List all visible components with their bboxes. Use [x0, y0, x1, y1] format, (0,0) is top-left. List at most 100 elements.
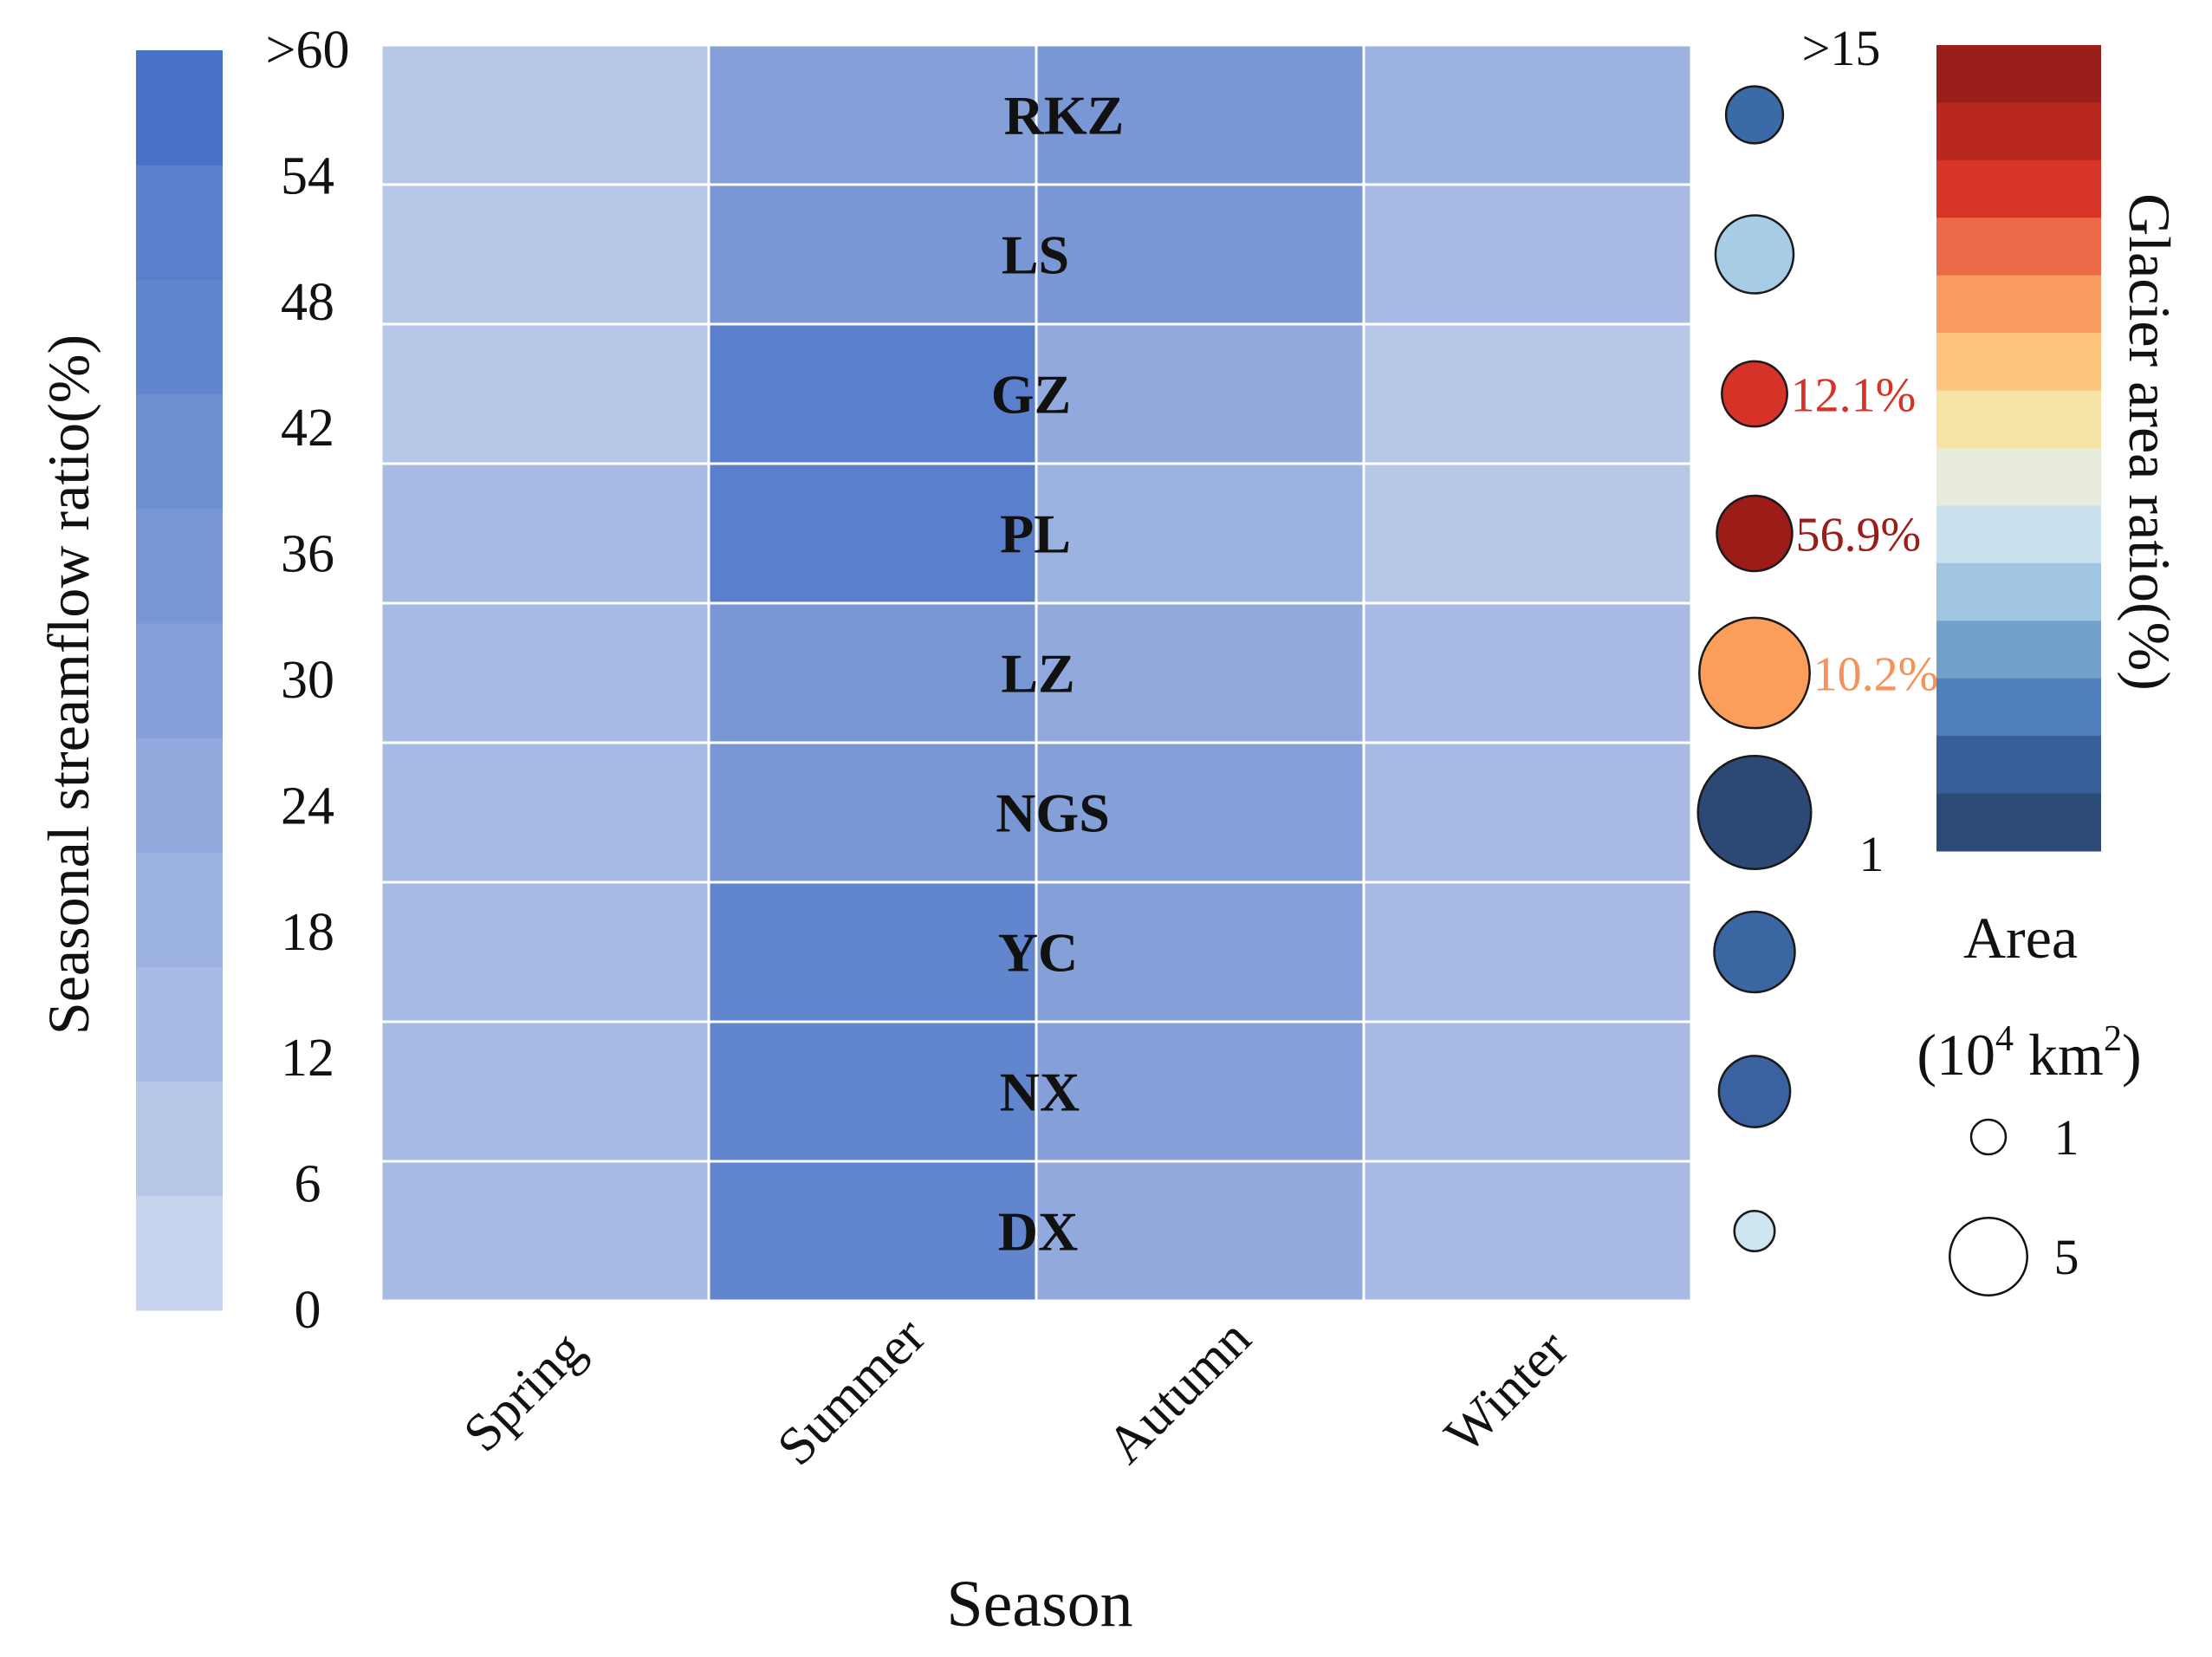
glacier-colorbar-max-label: >15 [1802, 20, 1881, 76]
colorbar-tick-label: 6 [295, 1155, 321, 1214]
size-unit-end: ) [2122, 1022, 2142, 1088]
glacier-bubble [1733, 1209, 1776, 1253]
station-label: PL [1000, 504, 1071, 565]
colorbar-tick-label: 18 [281, 903, 334, 962]
colorbar-segment [136, 622, 223, 738]
glacier-colorbar [1936, 45, 2101, 852]
season-tick-label: Autumn [1096, 1309, 1262, 1475]
colorbar-tick-label: 12 [281, 1029, 334, 1088]
colorbar-segment [136, 508, 223, 624]
heatmap-cell [707, 1020, 1038, 1163]
heatmap-cell [1362, 43, 1693, 186]
heatmap-cell [707, 601, 1038, 744]
heatmap-cell [379, 880, 710, 1023]
heatmap-cell [1362, 741, 1693, 884]
glacier-bubbles: 12.1% 56.9% 10.2% [1696, 85, 1939, 1253]
colorbar-segment [136, 1195, 223, 1311]
glacier-bubble [1716, 494, 1794, 573]
heatmap-cell [1035, 322, 1365, 465]
heatmap-cell [707, 880, 1038, 1023]
heatmap-cell [1035, 601, 1365, 744]
size-unit-exp2: 2 [2104, 1019, 2122, 1059]
heatmap-cell [1362, 322, 1693, 465]
heatmap-cell [1362, 183, 1693, 326]
station-label: DX [998, 1201, 1078, 1263]
glacier-colorbar-segment [1936, 390, 2101, 449]
heatmap-cell [1362, 462, 1693, 605]
season-tick-label: Winter [1434, 1319, 1580, 1465]
size-legend-circle [1949, 1217, 2028, 1296]
colorbar-segment [136, 393, 223, 510]
glacier-bubble [1696, 754, 1813, 871]
size-unit-base: (10 [1917, 1022, 1995, 1088]
glacier-bubble [1698, 616, 1811, 730]
heatmap-cell [707, 1160, 1038, 1303]
glacier-colorbar-segment [1936, 275, 2101, 334]
heatmap-cell [1035, 1160, 1365, 1303]
heatmap [379, 43, 1693, 1303]
glacier-bubble [1724, 85, 1785, 145]
glacier-bubble-label: 12.1% [1791, 369, 1917, 423]
heatmap-cell [1362, 601, 1693, 744]
glacier-bubble-label: 56.9% [1796, 509, 1922, 562]
colorbar-tick-label: 48 [281, 273, 334, 332]
glacier-colorbar-segment [1936, 736, 2101, 795]
season-tick-label: Spring [452, 1320, 595, 1463]
colorbar-segment [136, 738, 223, 853]
heatmap-cell [1035, 1020, 1365, 1163]
glacier-bubble [1714, 214, 1795, 295]
heatmap-cell [1362, 1020, 1693, 1163]
glacier-colorbar-segment [1936, 45, 2101, 103]
season-tick-label: Summer [767, 1306, 937, 1477]
heatmap-cell [379, 1160, 710, 1303]
colorbar-tick-label: 54 [281, 146, 334, 205]
heatmap-cell [1035, 880, 1365, 1023]
heatmap-cell [379, 741, 710, 884]
heatmap-cell [707, 322, 1038, 465]
size-legend-entries: 15 [1949, 1109, 2079, 1296]
glacier-colorbar-segment [1936, 102, 2101, 161]
heatmap-cell [707, 43, 1038, 186]
size-unit-mid: km [2014, 1022, 2104, 1088]
heatmap-cell [1362, 880, 1693, 1023]
size-legend-unit: (104 km2) [1917, 1019, 2141, 1088]
station-label: NGS [996, 783, 1110, 844]
heatmap-cell [1035, 183, 1365, 326]
heatmap-cell [379, 601, 710, 744]
size-legend-circle [1969, 1118, 2008, 1156]
heatmap-cell [1035, 43, 1365, 186]
colorbar-tick-label: 0 [295, 1281, 321, 1340]
glacier-bubble-label: 10.2% [1813, 648, 1939, 702]
glacier-bubble [1713, 910, 1796, 994]
colorbar-segment [136, 852, 223, 967]
colorbar-segment [136, 50, 223, 166]
heatmap-cell [379, 43, 710, 186]
heatmap-cell [1035, 741, 1365, 884]
glacier-colorbar-segment [1936, 448, 2101, 506]
size-unit-exp1: 4 [1995, 1019, 2014, 1059]
colorbar-tick-label: 42 [281, 399, 334, 458]
station-label: RKZ [1004, 85, 1125, 146]
heatmap-cell [379, 1020, 710, 1163]
glacier-colorbar-segment [1936, 793, 2101, 852]
station-label: LS [1002, 224, 1069, 286]
heatmap-cell [1035, 462, 1365, 605]
glacier-bubble [1717, 1055, 1792, 1128]
x-axis-label: Season [946, 1568, 1132, 1641]
streamflow-colorbar [136, 50, 223, 1311]
streamflow-colorbar-label: Seasonal streamflow ratio(%) [36, 335, 101, 1035]
glacier-colorbar-segment [1936, 159, 2101, 218]
station-labels: RKZ LS GZ PL LZ NGS YC NX DX [991, 85, 1125, 1263]
heatmap-cell [379, 322, 710, 465]
colorbar-tick-label: 30 [281, 651, 334, 710]
size-legend-label: 5 [2054, 1229, 2079, 1285]
glacier-colorbar-segment [1936, 218, 2101, 276]
size-legend-title: Area [1963, 905, 2078, 971]
glacier-colorbar-segment [1936, 505, 2101, 564]
colorbar-segment [136, 279, 223, 395]
heatmap-cell [1362, 1160, 1693, 1303]
station-label: LZ [1001, 643, 1074, 705]
glacier-colorbar-segment [1936, 678, 2101, 737]
colorbar-segment [136, 966, 223, 1082]
station-label: GZ [991, 364, 1071, 426]
